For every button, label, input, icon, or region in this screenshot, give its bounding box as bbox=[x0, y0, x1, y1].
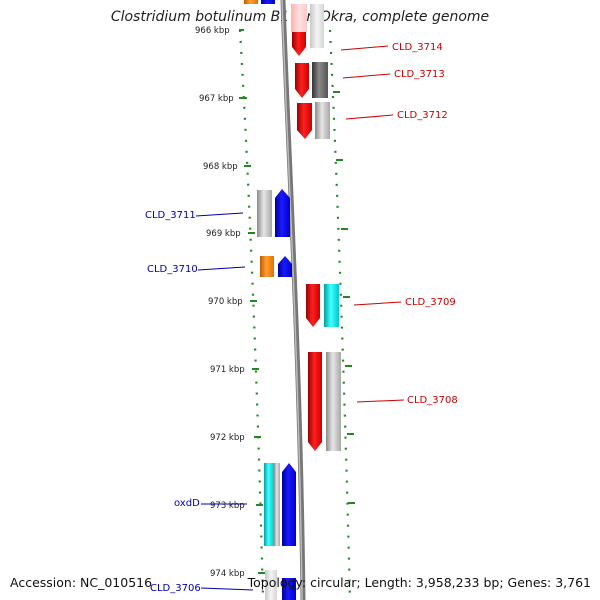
gene-label-oxdd[interactable]: oxdD bbox=[174, 498, 200, 509]
gene-blue[interactable] bbox=[261, 0, 275, 4]
leader-line bbox=[353, 301, 402, 306]
gene-label-cld-3709[interactable]: CLD_3709 bbox=[405, 297, 456, 308]
scale-ticks: 966 kbp 967 kbp 968 kbp 969 kbp 970 kbp … bbox=[195, 26, 355, 579]
leader-line bbox=[195, 212, 244, 217]
gene-label-cld-3708[interactable]: CLD_3708 bbox=[407, 395, 458, 406]
tick-track-inner bbox=[238, 29, 265, 600]
gene-cld-3713[interactable] bbox=[295, 63, 309, 98]
leader-line bbox=[345, 114, 394, 120]
tick-label: 967 kbp bbox=[199, 94, 234, 104]
gene-cld-3711-grey[interactable] bbox=[257, 190, 272, 237]
gene-cld-3708[interactable] bbox=[308, 352, 322, 451]
gene-cld-3709-cyan[interactable] bbox=[324, 284, 339, 327]
gene-cld-3712[interactable] bbox=[297, 103, 312, 139]
tick-label: 966 kbp bbox=[195, 26, 230, 36]
gene-pink[interactable] bbox=[291, 4, 307, 32]
gene-oxdd-grey[interactable] bbox=[274, 463, 280, 546]
gene-cld-3710-orange[interactable] bbox=[260, 256, 274, 277]
gene-oxdd[interactable] bbox=[282, 463, 296, 546]
leader-line bbox=[200, 587, 254, 591]
leader-line bbox=[340, 45, 389, 51]
gene-cld-3712-grey[interactable] bbox=[315, 102, 330, 139]
forward-strand-genes bbox=[291, 4, 341, 451]
gene-cld-3710[interactable] bbox=[278, 256, 292, 277]
gene-cld-3709[interactable] bbox=[306, 284, 320, 327]
tick-label: 969 kbp bbox=[206, 229, 241, 239]
genome-backbone-highlight bbox=[281, 0, 303, 600]
leader-line bbox=[197, 266, 246, 271]
gene-label-cld-3714[interactable]: CLD_3714 bbox=[392, 42, 443, 53]
leader-line bbox=[356, 399, 405, 403]
gene-label-cld-3712[interactable]: CLD_3712 bbox=[397, 110, 448, 121]
tick-label: 971 kbp bbox=[210, 365, 245, 375]
gene-label-cld-3711[interactable]: CLD_3711 bbox=[145, 210, 196, 221]
gene-label-cld-3706[interactable]: CLD_3706 bbox=[150, 583, 201, 594]
tick-label: 970 kbp bbox=[208, 297, 243, 307]
accession-text: Accession: NC_010516 bbox=[10, 575, 153, 590]
gene-cld-3706-grey[interactable] bbox=[265, 570, 277, 600]
gene-cld-3714[interactable] bbox=[292, 32, 306, 56]
genome-summary-text: Topology: circular; Length: 3,958,233 bp… bbox=[247, 575, 591, 590]
genome-backbone bbox=[280, 0, 306, 600]
gene-cld-3706[interactable] bbox=[282, 578, 296, 600]
tick-label: 974 kbp bbox=[210, 569, 245, 579]
gene-label-cld-3713[interactable]: CLD_3713 bbox=[394, 69, 445, 80]
gene-cld-3713-dark[interactable] bbox=[312, 62, 328, 98]
leader-line bbox=[342, 73, 391, 79]
reverse-strand-genes bbox=[244, 0, 296, 600]
gene-oxdd-cyan[interactable] bbox=[264, 463, 274, 546]
tick-label: 973 kbp bbox=[210, 501, 245, 511]
gene-cld-3708-grey[interactable] bbox=[326, 352, 341, 451]
gene-orange[interactable] bbox=[244, 0, 258, 4]
gene-label-cld-3710[interactable]: CLD_3710 bbox=[147, 264, 198, 275]
tick-label: 972 kbp bbox=[210, 433, 245, 443]
gene-cld-3711[interactable] bbox=[275, 189, 290, 237]
tick-label: 968 kbp bbox=[203, 162, 238, 172]
gene-labels: CLD_3714 CLD_3713 CLD_3712 CLD_3711 CLD_… bbox=[145, 42, 458, 594]
gene-light-grey[interactable] bbox=[310, 4, 324, 48]
